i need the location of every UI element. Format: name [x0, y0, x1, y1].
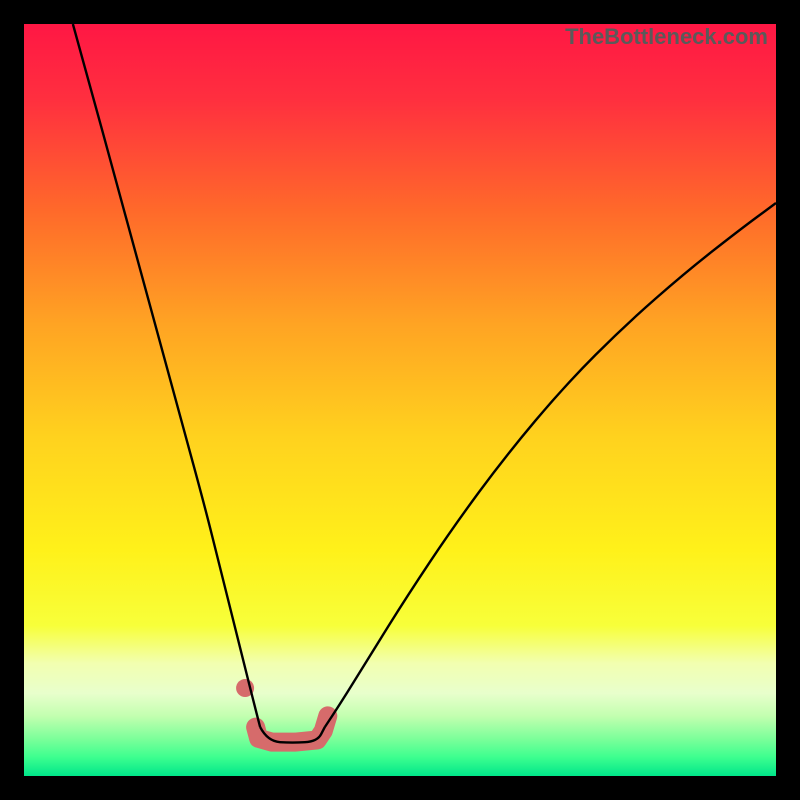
- chart-frame: TheBottleneck.com: [0, 0, 800, 800]
- plot-area: TheBottleneck.com: [24, 24, 776, 776]
- watermark-text: TheBottleneck.com: [565, 24, 768, 50]
- curve-left-branch: [73, 24, 260, 727]
- curve-right-branch: [325, 203, 776, 727]
- curve-layer: [24, 24, 776, 776]
